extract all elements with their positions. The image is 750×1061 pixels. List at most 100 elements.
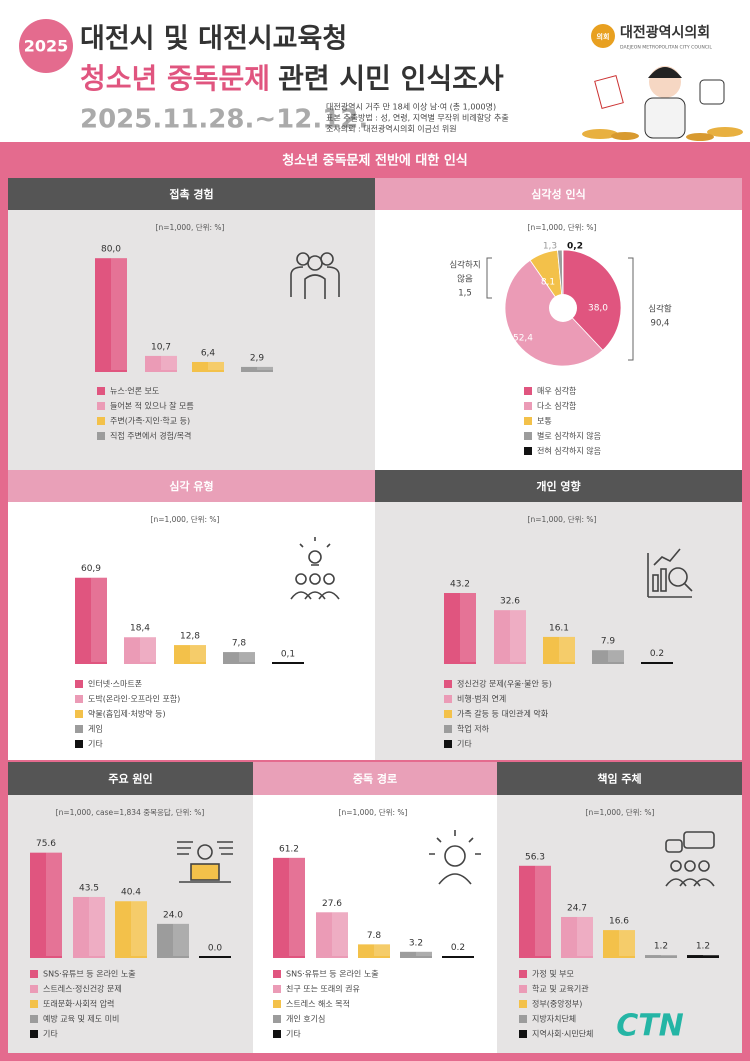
legend-label: 기타 xyxy=(286,1030,301,1039)
legend-label: 또래문화·사회적 압력 xyxy=(43,999,114,1009)
value-label: 24.0 xyxy=(163,910,183,920)
panel xyxy=(375,502,742,760)
bar-shade xyxy=(190,645,206,663)
header-bg xyxy=(0,0,750,142)
title-line2: 청소년 중독문제 관련 시민 인식조사 xyxy=(80,62,504,95)
legend-swatch xyxy=(97,387,105,395)
sample-note: [n=1,000, 단위: %] xyxy=(528,514,597,524)
annotation: 심각함 xyxy=(648,304,672,315)
legend-label: 예방 교육 및 제도 미비 xyxy=(43,1014,119,1024)
charts: 접촉 경험 [n=1,000, 단위: %] 80,0 10,7 6,4 2,9 뉴스·언론… xyxy=(8,178,742,1053)
bar xyxy=(157,923,189,957)
value-label: 1,3 xyxy=(543,242,557,252)
panel-title: 심각 유형 xyxy=(169,479,213,493)
legend-label: 비행·범죄 연계 xyxy=(457,694,506,704)
value-label: 16.1 xyxy=(549,623,569,633)
bar xyxy=(603,930,635,957)
value-label: 7,8 xyxy=(232,639,247,649)
bar xyxy=(223,652,255,663)
panel-title: 개인 영향 xyxy=(536,479,580,493)
bar xyxy=(174,645,206,663)
legend-label: 정부(중앙정부) xyxy=(532,999,582,1009)
value-label: 7.9 xyxy=(601,637,616,647)
legend-swatch xyxy=(30,1030,38,1038)
legend-label: 정신건강 문제(우울·불안 등) xyxy=(457,679,552,689)
bar-shade xyxy=(289,857,305,957)
panel-header xyxy=(375,178,742,210)
legend-label: 기타 xyxy=(43,1030,58,1039)
legend-label: 주변(가족·지인·학교 등) xyxy=(110,416,190,426)
pie-slice xyxy=(561,249,564,309)
legend-label: 뉴스·언론 보도 xyxy=(110,386,159,396)
pie-slice xyxy=(562,249,622,351)
legend-swatch xyxy=(30,970,38,978)
value-label: 60,9 xyxy=(81,564,101,574)
legend-label: 별로 심각하지 않음 xyxy=(537,431,601,441)
legend-label: 매우 심각함 xyxy=(537,386,577,396)
value-label: 3.2 xyxy=(409,938,423,948)
legend-swatch xyxy=(75,695,83,703)
title-rest: 관련 시민 인식조사 xyxy=(278,62,504,95)
legend-swatch xyxy=(519,970,527,978)
value-label: 43.2 xyxy=(450,580,470,590)
value-label: 16.6 xyxy=(609,917,629,927)
panel-header xyxy=(8,178,375,210)
bar xyxy=(145,355,177,371)
value-label: 61.2 xyxy=(279,844,299,854)
panel xyxy=(8,210,375,470)
legend-swatch xyxy=(75,725,83,733)
bar-shade xyxy=(131,901,147,957)
legend-swatch xyxy=(273,1030,281,1038)
illustration xyxy=(582,66,743,141)
sample-note: [n=1,000, 단위: %] xyxy=(528,222,597,232)
legend-swatch xyxy=(273,1015,281,1023)
bar xyxy=(592,650,624,663)
sample-note: [n=1,000, 단위: %] xyxy=(586,807,655,817)
value-label: 75.6 xyxy=(36,839,56,849)
legend-swatch xyxy=(75,680,83,688)
legend-label: 학교 및 교육기관 xyxy=(532,984,589,994)
bar xyxy=(75,577,107,663)
bar-shade xyxy=(460,593,476,663)
bar xyxy=(316,912,348,957)
legend-label: 전혀 심각하지 않음 xyxy=(537,446,601,456)
value-label: 0.2 xyxy=(451,943,465,953)
value-label: 0,1 xyxy=(281,649,295,659)
legend-swatch xyxy=(97,417,105,425)
panel xyxy=(8,502,375,760)
bar xyxy=(273,857,305,957)
legend-label: 친구 또는 또래의 권유 xyxy=(286,984,360,994)
bracket xyxy=(628,257,634,361)
sample-note: [n=1,000, case=1,834 중복응답, 단위: %] xyxy=(56,807,205,817)
value-label: 2,9 xyxy=(250,353,265,363)
panel-header xyxy=(253,762,497,795)
value-label: 6,4 xyxy=(201,348,216,358)
bar xyxy=(400,951,432,957)
info-line: 표본 추출방법 : 성, 연령, 지역별 무작위 비례할당 추출 xyxy=(326,113,509,123)
legend-label: 게임 xyxy=(88,724,103,734)
legend-swatch xyxy=(524,387,532,395)
legend-swatch xyxy=(444,725,452,733)
panel-header xyxy=(375,470,742,502)
logo-emblem xyxy=(591,24,615,48)
bar-shade xyxy=(416,951,432,957)
value-label: 0,2 xyxy=(567,242,583,252)
logo-mark: 의회 xyxy=(597,32,610,41)
panel-title: 중독 경로 xyxy=(353,772,397,786)
survey-period: 2025.11.28.~12.12. xyxy=(80,105,368,135)
legend-swatch xyxy=(30,985,38,993)
legend-swatch xyxy=(75,710,83,718)
bar-shade xyxy=(608,650,624,663)
value-label: 12,8 xyxy=(180,632,200,642)
legend-swatch xyxy=(519,1000,527,1008)
legend-label: 가정 및 부모 xyxy=(532,969,574,979)
sample-note: [n=1,000, 단위: %] xyxy=(156,222,225,232)
legend-swatch xyxy=(519,1030,527,1038)
bar xyxy=(30,852,62,957)
badge-text: 2025 xyxy=(24,37,69,56)
legend-swatch xyxy=(273,985,281,993)
bar xyxy=(494,610,526,663)
value-label: 24.7 xyxy=(567,903,587,913)
bar-shade xyxy=(208,361,224,371)
